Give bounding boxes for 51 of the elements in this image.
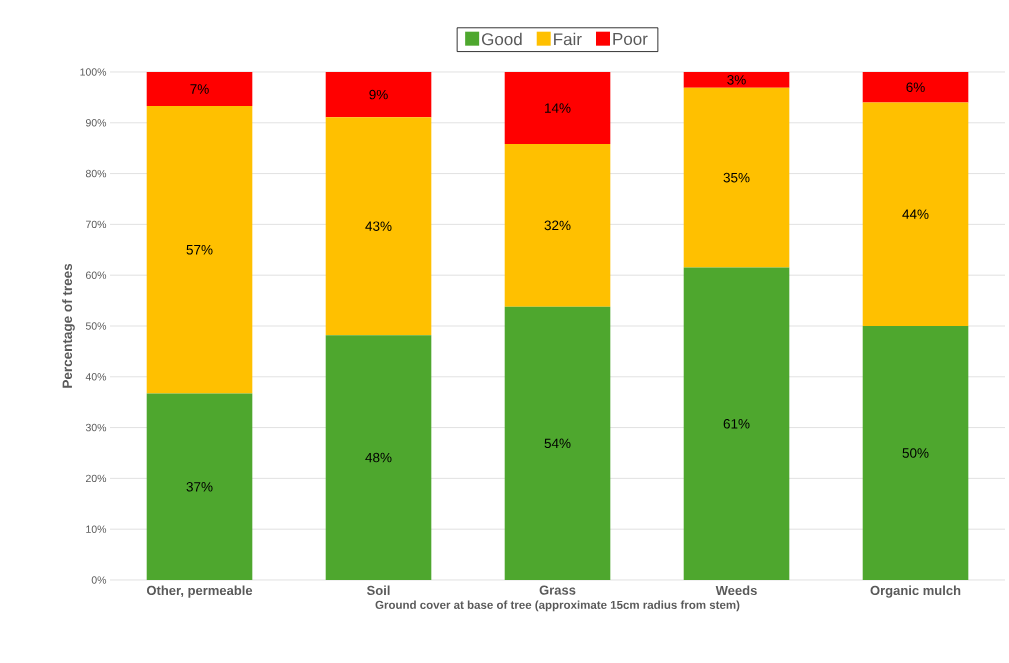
data-label: 6% [906,82,925,92]
bar [325,117,432,336]
y-tick-label: 50% [85,322,107,330]
legend-label: Poor [613,33,648,45]
x-tick-label: Organic mulch [870,585,961,598]
y-tick-label: 100% [80,68,107,76]
legend-label: Good [482,32,522,46]
bar [504,144,611,307]
y-tick-label: 40% [85,373,107,381]
bar [325,71,432,118]
y-axis-title: Percentage of trees [62,263,75,388]
data-label: 32% [544,220,571,231]
data-label: 44% [902,209,929,219]
y-tick-label: 0% [91,576,107,584]
data-label: 50% [902,448,929,458]
bar [504,306,611,580]
y-tick-label: 60% [86,271,107,279]
x-tick-label: Other, permeable [146,585,253,598]
bar [504,71,611,145]
bar [683,267,790,580]
bar [683,71,790,88]
y-tick-label: 80% [85,169,107,178]
bar [146,71,253,107]
data-label: 61% [723,419,750,429]
data-label: 37% [186,481,213,492]
data-label: 48% [365,452,392,463]
data-label: 14% [545,103,571,113]
bar [146,106,253,394]
data-label: 9% [369,89,388,100]
bar [862,71,969,103]
data-label: 35% [723,172,750,183]
bar [325,335,432,580]
y-tick-label: 10% [86,525,107,533]
data-label: 43% [365,221,392,231]
bar [683,87,790,268]
bar [146,393,253,580]
legend-label: Fair [554,32,582,46]
x-tick-label: Weeds [715,585,757,596]
data-label: 54% [544,438,571,449]
bar [862,325,969,580]
data-label: 3% [727,75,746,85]
y-tick-label: 20% [86,474,107,483]
bar [862,102,969,326]
y-tick-label: 90% [85,119,107,127]
y-tick-label: 30% [85,423,107,432]
data-label: 57% [186,245,213,255]
x-tick-label: Soil [366,585,390,596]
x-tick-label: Grass [539,585,576,595]
y-tick-label: 70% [86,220,107,229]
x-axis-title: Ground cover at base of tree (approximate 15cm radius from stem) [375,600,740,612]
data-label: 7% [190,84,209,94]
